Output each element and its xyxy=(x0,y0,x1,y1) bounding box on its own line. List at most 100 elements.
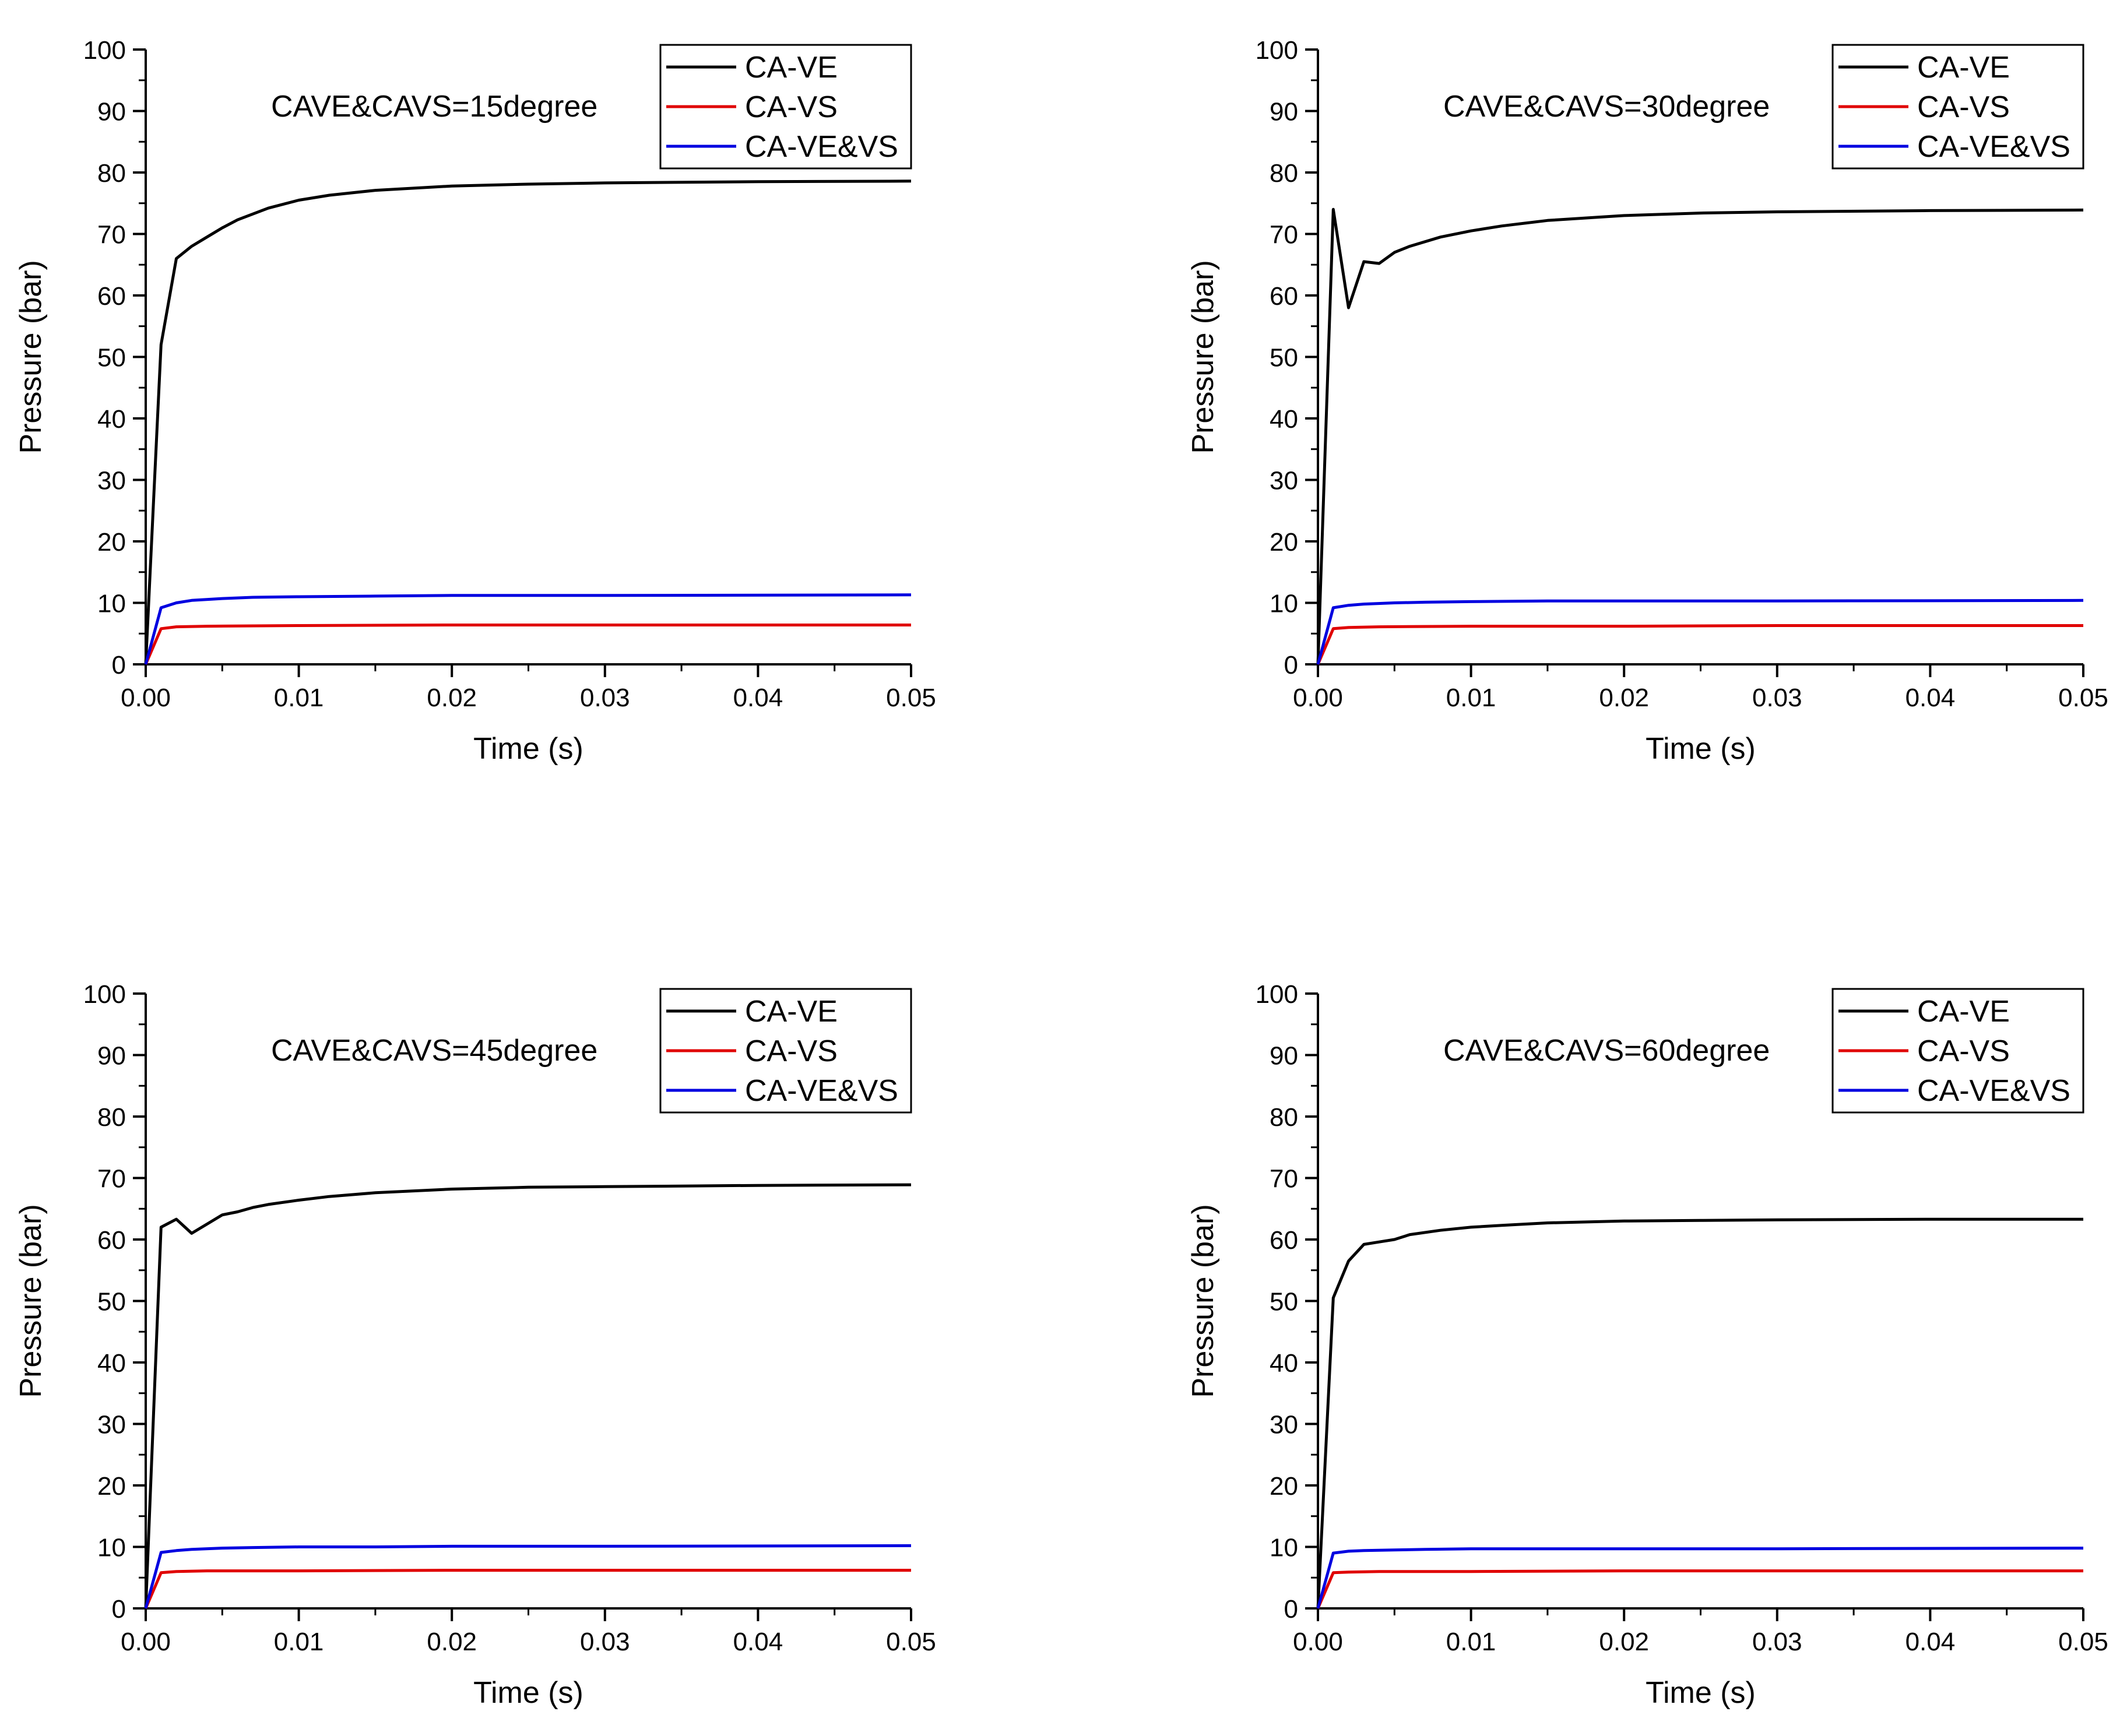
y-tick-label: 80 xyxy=(1270,1103,1298,1132)
y-tick-label: 70 xyxy=(97,221,126,249)
chart-annotation: CAVE&CAVS=45degree xyxy=(271,1034,597,1068)
series-line-ca-ve xyxy=(1316,1217,2083,1609)
y-tick-label: 40 xyxy=(1270,405,1298,434)
series-line-ca-ve xyxy=(144,1183,912,1609)
legend-label: CA-VS xyxy=(745,1034,838,1068)
x-tick-label: 0.04 xyxy=(1905,684,1956,712)
x-tick-label: 0.03 xyxy=(580,684,630,712)
x-tick-label: 0.03 xyxy=(580,1628,630,1656)
y-tick-label: 50 xyxy=(1270,1288,1298,1316)
chart-annotation: CAVE&CAVS=15degree xyxy=(271,90,597,124)
x-tick-label: 0.03 xyxy=(1752,1628,1802,1656)
y-tick-label: 80 xyxy=(97,1103,126,1132)
y-tick-label: 90 xyxy=(1270,1042,1298,1071)
y-tick-label: 90 xyxy=(97,1042,126,1071)
y-tick-label: 100 xyxy=(83,980,126,1009)
y-axis-title: Pressure (bar) xyxy=(14,260,48,453)
y-tick-label: 50 xyxy=(97,1288,126,1316)
x-axis-title: Time (s) xyxy=(1646,732,1756,766)
y-tick-label: 40 xyxy=(97,1349,126,1378)
chart-panel-3: 0 10 20 30 40 50 60 70 80 90 100 0.00 0.01 0.02 0.03 0.… xyxy=(14,980,936,1710)
y-tick-label: 20 xyxy=(97,1472,126,1501)
y-tick-label: 30 xyxy=(97,1411,126,1439)
legend-label: CA-VS xyxy=(1917,1034,2010,1068)
y-tick-label: 80 xyxy=(97,159,126,188)
x-tick-label: 0.02 xyxy=(1599,684,1649,712)
legend: CA-VE CA-VS CA-VE&VS xyxy=(1831,44,2084,170)
y-tick-label: 100 xyxy=(1256,36,1298,65)
x-tick-label: 0.00 xyxy=(121,684,171,712)
y-tick-label: 40 xyxy=(1270,1349,1298,1378)
x-tick-label: 0.05 xyxy=(2058,684,2108,712)
y-tick-label: 30 xyxy=(97,467,126,495)
series-line-ca-ve xyxy=(1316,207,2084,665)
series-line-ca-ve xyxy=(144,179,912,665)
x-tick-label: 0.01 xyxy=(274,684,324,712)
chart-annotation: CAVE&CAVS=30degree xyxy=(1443,90,1770,124)
chart-panel-1: 0 10 20 30 40 50 60 70 80 90 100 0.00 0.01 0.02 0.03 0.… xyxy=(14,36,936,766)
legend: CA-VE CA-VS CA-VE&VS xyxy=(1831,988,2084,1114)
legend-label: CA-VE&VS xyxy=(745,1074,898,1108)
y-tick-label: 90 xyxy=(97,98,126,126)
x-tick-label: 0.04 xyxy=(1905,1628,1956,1656)
y-tick-label: 100 xyxy=(83,36,126,65)
x-tick-label: 0.03 xyxy=(1752,684,1802,712)
x-tick-label: 0.02 xyxy=(1599,1628,1649,1656)
y-tick-label: 60 xyxy=(97,1226,126,1255)
x-axis-title: Time (s) xyxy=(473,1676,583,1710)
y-tick-label: 50 xyxy=(1270,344,1298,372)
y-axis-title: Pressure (bar) xyxy=(1186,1204,1220,1397)
y-axis-title: Pressure (bar) xyxy=(1186,260,1220,453)
legend-label: CA-VE xyxy=(1917,995,2010,1029)
x-tick-label: 0.00 xyxy=(1293,684,1343,712)
x-tick-label: 0.02 xyxy=(427,1628,477,1656)
x-tick-label: 0.01 xyxy=(1446,1628,1496,1656)
legend: CA-VE CA-VS CA-VE&VS xyxy=(659,44,912,170)
x-axis-title: Time (s) xyxy=(473,732,583,766)
x-tick-label: 0.00 xyxy=(121,1628,171,1656)
series-line-ca-ve-vs xyxy=(1316,1547,2084,1609)
y-tick-label: 10 xyxy=(97,590,126,618)
legend-label: CA-VE xyxy=(745,51,838,84)
y-tick-label: 20 xyxy=(1270,528,1298,557)
y-tick-label: 70 xyxy=(97,1165,126,1193)
series-line-ca-ve-vs xyxy=(144,1544,912,1609)
chart-annotation: CAVE&CAVS=60degree xyxy=(1443,1034,1770,1068)
x-tick-label: 0.04 xyxy=(733,1628,783,1656)
y-tick-label: 30 xyxy=(1270,1411,1298,1439)
x-tick-label: 0.00 xyxy=(1293,1628,1343,1656)
y-tick-label: 0 xyxy=(1284,651,1298,679)
y-tick-label: 10 xyxy=(1270,590,1298,618)
x-tick-label: 0.01 xyxy=(274,1628,324,1656)
legend-label: CA-VE&VS xyxy=(1917,130,2070,164)
y-tick-label: 10 xyxy=(1270,1534,1298,1562)
series-line-ca-vs xyxy=(144,1569,911,1609)
series-line-ca-ve-vs xyxy=(144,593,912,665)
y-tick-label: 50 xyxy=(97,344,126,372)
series-line-ca-vs xyxy=(1316,624,2083,665)
y-tick-label: 60 xyxy=(1270,1226,1298,1255)
y-tick-label: 20 xyxy=(97,528,126,557)
y-tick-label: 100 xyxy=(1256,980,1298,1009)
x-tick-label: 0.04 xyxy=(733,684,783,712)
y-tick-label: 0 xyxy=(112,651,126,679)
x-axis-title: Time (s) xyxy=(1646,1676,1756,1710)
legend-label: CA-VE&VS xyxy=(745,130,898,164)
series-line-ca-vs xyxy=(144,624,911,665)
chart-panel-2: 0 10 20 30 40 50 60 70 80 90 100 0.00 0.01 0.02 0.03 0.… xyxy=(1186,36,2108,766)
chart-panel-4: 0 10 20 30 40 50 60 70 80 90 100 0.00 0.01 0.02 0.03 0.… xyxy=(1186,980,2108,1710)
y-tick-label: 10 xyxy=(97,1534,126,1562)
x-tick-label: 0.05 xyxy=(886,1628,936,1656)
legend-label: CA-VE&VS xyxy=(1917,1074,2070,1108)
y-tick-label: 40 xyxy=(97,405,126,434)
legend: CA-VE CA-VS CA-VE&VS xyxy=(659,988,912,1114)
x-tick-label: 0.05 xyxy=(886,684,936,712)
legend-label: CA-VE xyxy=(745,995,838,1029)
y-tick-label: 80 xyxy=(1270,159,1298,188)
y-tick-label: 20 xyxy=(1270,1472,1298,1501)
y-tick-label: 70 xyxy=(1270,221,1298,249)
y-axis-title: Pressure (bar) xyxy=(14,1204,48,1397)
series-line-ca-ve-vs xyxy=(1316,598,2084,665)
